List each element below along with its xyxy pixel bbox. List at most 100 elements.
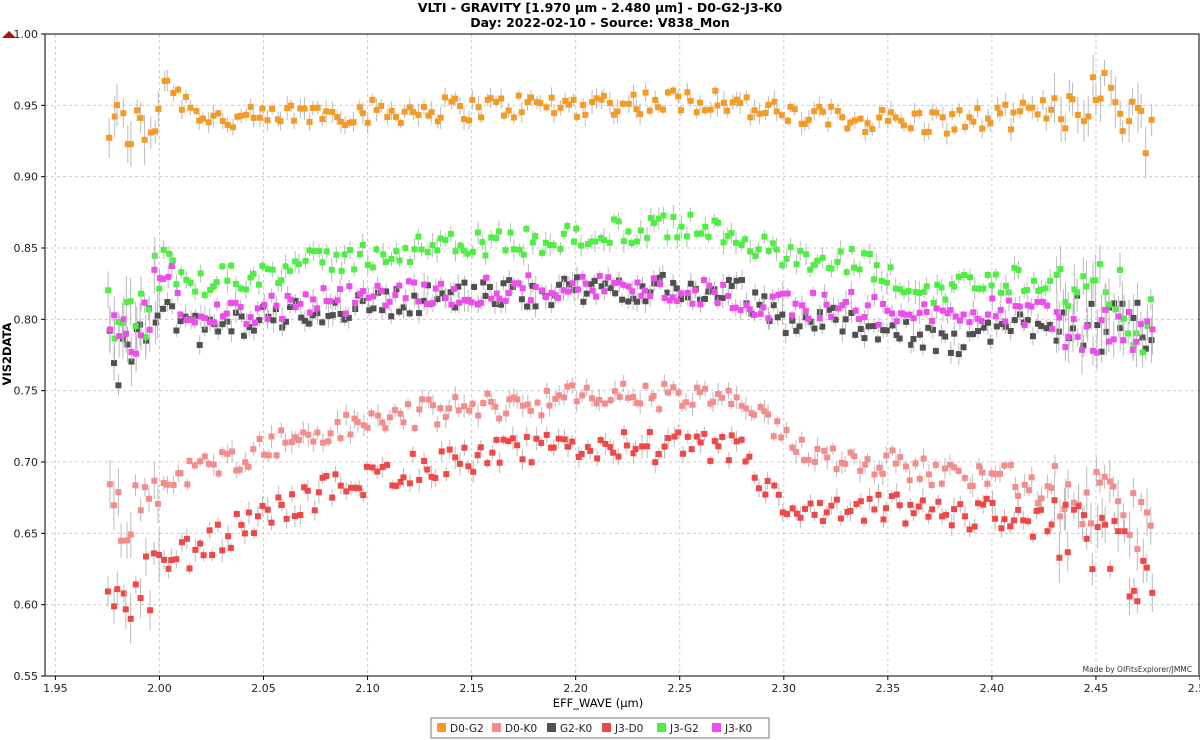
legend-swatch bbox=[712, 723, 721, 732]
data-point bbox=[951, 330, 958, 337]
data-point bbox=[573, 113, 580, 120]
data-point bbox=[797, 248, 804, 255]
data-point bbox=[569, 438, 576, 445]
data-point bbox=[819, 108, 826, 115]
data-point bbox=[272, 306, 279, 313]
data-point bbox=[751, 474, 758, 481]
data-point bbox=[423, 301, 430, 308]
data-point bbox=[1058, 116, 1065, 123]
scroll-up-arrow-icon[interactable] bbox=[2, 31, 16, 38]
data-point bbox=[247, 274, 254, 281]
data-point bbox=[770, 302, 777, 309]
data-point bbox=[594, 455, 601, 462]
data-point bbox=[989, 499, 996, 506]
data-point bbox=[173, 556, 180, 563]
data-point bbox=[474, 452, 481, 459]
data-point bbox=[505, 107, 512, 114]
data-point bbox=[592, 238, 599, 245]
data-point bbox=[729, 99, 736, 106]
data-point bbox=[1119, 300, 1126, 307]
data-point bbox=[519, 285, 526, 292]
data-point bbox=[561, 394, 568, 401]
data-point bbox=[779, 290, 786, 297]
data-point bbox=[664, 234, 671, 241]
data-point bbox=[1133, 338, 1140, 345]
data-point bbox=[415, 111, 422, 118]
data-point bbox=[797, 514, 804, 521]
data-point bbox=[876, 464, 883, 471]
data-point bbox=[548, 94, 555, 101]
data-point bbox=[814, 257, 821, 264]
data-point bbox=[123, 330, 130, 337]
data-point bbox=[1011, 517, 1018, 524]
data-point bbox=[847, 507, 854, 514]
data-point bbox=[1048, 106, 1055, 113]
data-point bbox=[556, 392, 563, 399]
data-point bbox=[825, 121, 832, 128]
data-point bbox=[337, 286, 344, 293]
data-point bbox=[456, 299, 463, 306]
data-point bbox=[421, 103, 428, 110]
data-point bbox=[228, 262, 235, 269]
data-point bbox=[960, 344, 967, 351]
data-point bbox=[115, 489, 122, 496]
data-point bbox=[893, 318, 900, 325]
data-point bbox=[650, 393, 657, 400]
data-point bbox=[1025, 518, 1032, 525]
data-point bbox=[983, 495, 990, 502]
data-point bbox=[268, 433, 275, 440]
data-point bbox=[1085, 113, 1092, 120]
data-point bbox=[120, 316, 127, 323]
data-point bbox=[124, 141, 131, 148]
data-point bbox=[510, 246, 517, 253]
data-point bbox=[1126, 118, 1133, 125]
data-point bbox=[684, 290, 691, 297]
data-point bbox=[892, 285, 899, 292]
data-point bbox=[505, 438, 512, 445]
data-point bbox=[784, 117, 791, 124]
data-point bbox=[860, 517, 867, 524]
data-point bbox=[465, 297, 472, 304]
data-point bbox=[896, 335, 903, 342]
data-point bbox=[378, 102, 385, 109]
data-point bbox=[960, 311, 967, 318]
data-point bbox=[647, 293, 654, 300]
data-point bbox=[369, 464, 376, 471]
data-point bbox=[246, 324, 253, 331]
data-point bbox=[702, 223, 709, 230]
data-point bbox=[286, 303, 293, 310]
data-point bbox=[878, 278, 885, 285]
data-point bbox=[302, 257, 309, 264]
data-point bbox=[952, 313, 959, 320]
data-point bbox=[434, 118, 441, 125]
data-point bbox=[848, 246, 855, 253]
data-point bbox=[527, 297, 534, 304]
data-point bbox=[942, 333, 949, 340]
data-point bbox=[853, 501, 860, 508]
data-point bbox=[632, 446, 639, 453]
data-point bbox=[106, 481, 113, 488]
data-point bbox=[819, 323, 826, 330]
data-point bbox=[292, 258, 299, 265]
data-point bbox=[127, 141, 134, 148]
data-point bbox=[1043, 115, 1050, 122]
data-point bbox=[1007, 523, 1014, 530]
data-point bbox=[1094, 322, 1101, 329]
data-point bbox=[687, 211, 694, 218]
data-point bbox=[916, 309, 923, 316]
data-point bbox=[177, 311, 184, 318]
data-point bbox=[268, 519, 275, 526]
data-point bbox=[875, 321, 882, 328]
data-point bbox=[882, 505, 889, 512]
data-point bbox=[789, 317, 796, 324]
data-point bbox=[1080, 512, 1087, 519]
data-point bbox=[771, 482, 778, 489]
data-point bbox=[816, 500, 823, 507]
data-point bbox=[496, 415, 503, 422]
data-point bbox=[755, 485, 762, 492]
data-point bbox=[1012, 483, 1019, 490]
data-point bbox=[1138, 107, 1145, 114]
data-point bbox=[725, 387, 732, 394]
data-point bbox=[452, 248, 459, 255]
x-tick-label: 2.35 bbox=[876, 682, 901, 695]
